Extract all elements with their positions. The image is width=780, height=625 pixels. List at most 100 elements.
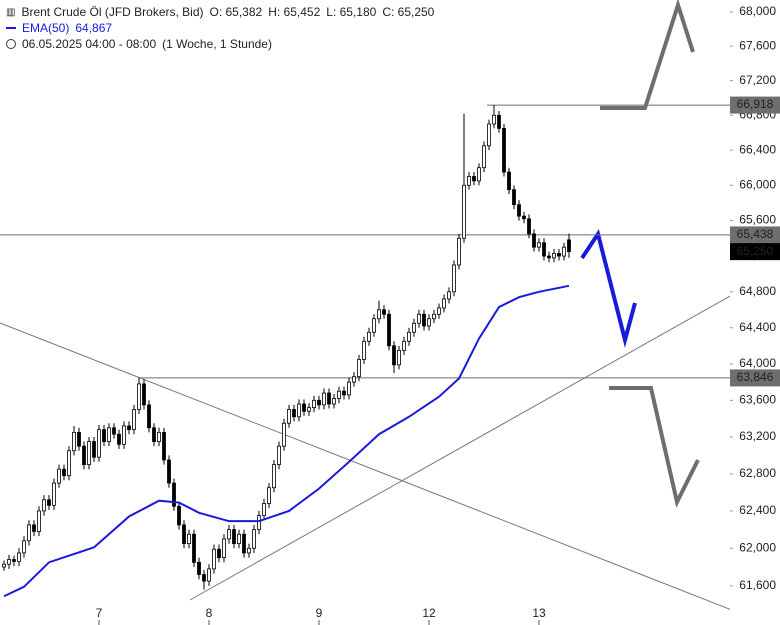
candle-body: [532, 233, 536, 248]
candle-body: [272, 464, 276, 489]
candle-body: [457, 237, 461, 266]
candle-body: [142, 383, 146, 406]
candle-body: [197, 561, 201, 575]
candle-body: [352, 376, 356, 383]
candle-body: [522, 215, 526, 220]
candle-body: [437, 307, 441, 315]
x-tick-label: 13: [532, 606, 546, 620]
header-line: 06.05.2025 04:00 - 08:00 (1 Woche, 1 Stu…: [6, 37, 272, 51]
y-tick-label: 66,400: [739, 142, 776, 156]
y-tick-label: 67,600: [739, 38, 776, 52]
y-tick-label: 64,000: [739, 356, 776, 370]
candle-body: [157, 431, 161, 442]
y-tick-label: 63,200: [739, 429, 776, 443]
candle-body: [177, 505, 181, 526]
candle-body: [262, 503, 266, 516]
candle-body: [12, 559, 16, 562]
candle-body: [377, 309, 381, 320]
scenario-arrow: [609, 386, 700, 508]
candle-body: [257, 515, 261, 530]
candle-body: [267, 487, 271, 504]
candle-body: [557, 253, 561, 257]
price-label: 65,250: [737, 244, 774, 258]
candle-body: [282, 422, 286, 447]
candle-body: [152, 427, 156, 442]
candle-body: [292, 409, 296, 418]
price-label-box: [730, 96, 780, 114]
candle-body: [497, 114, 501, 129]
candle-body: [27, 524, 31, 542]
price-label: 63,846: [737, 370, 774, 384]
candle-body: [22, 540, 26, 554]
candle-body: [37, 510, 41, 532]
candle-body: [217, 548, 221, 559]
header-line: EMA(50) 64,867: [6, 21, 112, 35]
price-label-box: [730, 243, 780, 261]
candle-body: [147, 404, 151, 429]
candle-body: [97, 429, 101, 458]
candle-body: [7, 559, 11, 565]
y-tick-label: 66,000: [739, 177, 776, 191]
candle-body: [397, 349, 401, 366]
ohlc: L: 65,180: [326, 5, 377, 19]
price-axis-bg: [730, 0, 780, 625]
candle-body: [472, 176, 476, 182]
legend-swatch: [6, 27, 16, 29]
candle-body: [372, 318, 376, 333]
candle-body: [202, 574, 206, 582]
candle-body: [432, 313, 436, 320]
candle-body: [462, 184, 466, 239]
candle-body: [367, 331, 371, 342]
price-label: 65,438: [737, 227, 774, 241]
candle-body: [527, 218, 531, 235]
candle-body: [32, 524, 36, 532]
candle-body: [467, 176, 471, 186]
y-tick-label: 68,000: [739, 4, 776, 18]
candle-body: [307, 407, 311, 412]
x-tick-label: 9: [316, 606, 323, 620]
y-tick-label: 63,600: [739, 393, 776, 407]
candle-body: [452, 264, 456, 293]
ohlc: C: 65,250: [382, 5, 435, 19]
candle-body: [502, 127, 506, 173]
price-label-box: [730, 226, 780, 244]
candle-body: [92, 441, 96, 458]
candle-body: [252, 529, 256, 549]
y-tick-label: 62,000: [739, 540, 776, 554]
candle-body: [287, 409, 291, 424]
x-tick-label: 7: [96, 606, 103, 620]
y-tick-label: 65,600: [739, 213, 776, 227]
candle-body: [512, 189, 516, 206]
candle-body: [87, 441, 91, 465]
indicator-value: 64,867: [75, 21, 113, 35]
candle-body: [547, 255, 551, 259]
price-label-box: [730, 369, 780, 387]
candle-body: [447, 291, 451, 300]
x-tick-label: 12: [422, 606, 436, 620]
y-tick-label: 64,400: [739, 320, 776, 334]
candle-body: [57, 468, 61, 484]
candle-body: [347, 381, 351, 396]
ohlc: H: 65,452: [268, 5, 321, 19]
candle-body: [107, 427, 111, 442]
ema-line: [3, 284, 570, 598]
candle-body: [187, 533, 191, 544]
trend-line: [189, 267, 780, 601]
candle-body: [477, 167, 481, 182]
header-line: ▥ Brent Crude Öl (JFD Brokers, Bid) O: 6…: [6, 5, 434, 19]
candle-body: [537, 242, 541, 248]
candle-body: [192, 533, 196, 563]
candle-body: [2, 563, 6, 568]
y-tick-label: 61,600: [739, 578, 776, 592]
candle-body: [112, 427, 116, 435]
clock-icon: [6, 39, 16, 49]
indicator: EMA(50): [22, 21, 70, 35]
candle-body: [242, 533, 246, 554]
y-tick-label: 62,400: [739, 503, 776, 517]
date-range: 06.05.2025 04:00 - 08:00: [22, 37, 157, 51]
candle-body: [492, 114, 496, 125]
icon: ▥: [6, 6, 16, 18]
period: (1 Woche, 1 Stunde): [162, 37, 272, 51]
scenario-arrow: [580, 229, 637, 348]
